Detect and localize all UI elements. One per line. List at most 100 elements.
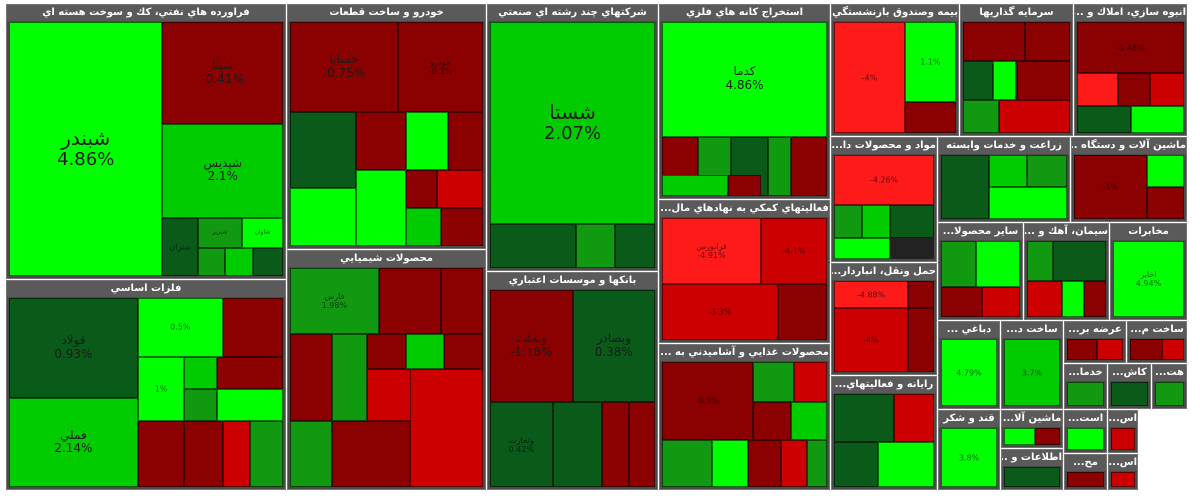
sector-title[interactable]: اس... [1109, 455, 1137, 471]
stock-tile[interactable] [780, 439, 808, 487]
sector-title[interactable]: مخابرات [1111, 224, 1186, 240]
stock-tile[interactable] [1117, 73, 1150, 107]
stock-tile[interactable] [747, 439, 781, 487]
sector-title[interactable]: فعاليتهاي كمكي به نهادهاي مال... [660, 201, 829, 217]
stock-tile[interactable] [448, 111, 483, 170]
stock-tile[interactable] [1025, 22, 1070, 61]
stock-tile[interactable]: 0.5% [137, 298, 223, 357]
sector-title[interactable]: بانكها و موسسات اعتباري [488, 273, 657, 289]
stock-tile[interactable] [332, 333, 368, 422]
stock-tile[interactable] [222, 420, 251, 487]
sector-title[interactable]: ساخت د... [1002, 322, 1062, 338]
sector-title[interactable]: محصولات شيميايي [288, 251, 485, 267]
stock-tile[interactable]: شپنا -0.41% [162, 22, 283, 124]
sector-title[interactable]: حمل ونقل، انباردار... [832, 264, 936, 280]
stock-tile[interactable] [198, 248, 226, 276]
sector-title[interactable]: رايانه و فعاليتهاي... [832, 377, 936, 393]
stock-tile[interactable] [662, 439, 712, 487]
stock-tile[interactable] [975, 241, 1020, 287]
stock-tile[interactable] [963, 99, 1000, 133]
stock-tile[interactable]: خودرو -0.3% [398, 22, 483, 112]
stock-tile[interactable]: فارس 1.98% [290, 268, 379, 334]
sector-title[interactable]: انبوه سازي، املاك و ... [1075, 5, 1186, 21]
stock-tile[interactable]: 4.79% [941, 339, 997, 406]
stock-tile[interactable] [794, 362, 827, 402]
sector-title[interactable]: سيمان، آهك و ... [1025, 224, 1108, 240]
stock-tile[interactable] [405, 333, 445, 369]
stock-tile[interactable]: -3.3% [662, 283, 778, 340]
stock-tile[interactable] [752, 362, 794, 402]
sector-title[interactable]: محصولات غذايي و آشاميدني به ... [660, 345, 829, 361]
stock-tile[interactable] [1016, 60, 1070, 100]
stock-tile[interactable] [662, 175, 728, 196]
stock-tile[interactable] [1027, 280, 1062, 317]
stock-tile[interactable] [1083, 280, 1106, 317]
stock-tile[interactable]: وبصادر 0.38% [572, 290, 655, 403]
stock-tile[interactable] [440, 207, 483, 246]
stock-tile[interactable]: -4% [834, 22, 905, 133]
stock-tile[interactable] [1061, 280, 1084, 317]
stock-tile[interactable]: فولاد 0.93% [9, 298, 138, 399]
stock-tile[interactable] [252, 248, 283, 276]
stock-tile[interactable] [1035, 428, 1060, 445]
stock-tile[interactable] [834, 394, 894, 443]
sector-title[interactable]: ساير محصولا... [939, 224, 1022, 240]
sector-title[interactable]: قند و شكر [939, 411, 999, 427]
stock-tile[interactable] [908, 281, 934, 309]
stock-tile[interactable] [405, 111, 449, 170]
stock-tile[interactable] [1077, 106, 1131, 133]
stock-tile[interactable] [184, 420, 223, 487]
stock-tile[interactable] [988, 187, 1067, 219]
stock-tile[interactable]: 1% [137, 356, 185, 421]
sector-title[interactable]: فراورده هاي نفتي، كك و سوخت هسته اي [7, 5, 285, 21]
stock-tile[interactable] [1111, 472, 1135, 487]
stock-tile[interactable] [290, 111, 356, 188]
stock-tile[interactable] [290, 421, 333, 487]
stock-tile[interactable] [628, 402, 655, 487]
stock-tile[interactable]: كدما 4.86% [662, 22, 827, 137]
stock-tile[interactable] [904, 101, 956, 133]
stock-tile[interactable] [777, 283, 827, 340]
stock-tile[interactable] [1130, 106, 1184, 133]
stock-tile[interactable] [225, 248, 253, 276]
stock-tile[interactable] [444, 333, 483, 369]
stock-tile[interactable] [1077, 73, 1118, 107]
stock-tile[interactable] [834, 238, 890, 259]
stock-tile[interactable] [834, 442, 878, 487]
sector-title[interactable]: است... [1065, 411, 1106, 427]
stock-tile[interactable] [890, 204, 934, 239]
stock-tile[interactable] [1004, 467, 1060, 487]
sector-title[interactable]: اس... [1109, 411, 1137, 427]
stock-tile[interactable] [355, 169, 406, 246]
stock-tile[interactable] [963, 60, 993, 100]
stock-tile[interactable] [1067, 472, 1104, 487]
stock-tile[interactable] [217, 388, 283, 421]
stock-tile[interactable] [1097, 339, 1123, 360]
stock-tile[interactable] [1111, 428, 1135, 450]
stock-tile[interactable] [378, 268, 441, 334]
stock-tile[interactable] [963, 22, 1026, 61]
stock-tile[interactable] [941, 241, 976, 287]
sector-title[interactable]: ماشين آلات و دستگاه ... [1072, 138, 1186, 154]
stock-tile[interactable] [988, 155, 1027, 187]
stock-tile[interactable]: 3.8% [941, 428, 997, 487]
stock-tile[interactable] [355, 111, 406, 170]
stock-tile[interactable] [1027, 241, 1054, 281]
stock-tile[interactable] [992, 60, 1017, 100]
sector-title[interactable]: عرضه بر... [1065, 322, 1125, 338]
stock-tile[interactable] [1149, 73, 1184, 107]
stock-tile[interactable]: -4.26% [834, 155, 934, 205]
stock-tile[interactable] [1146, 155, 1184, 187]
sector-title[interactable]: مواد و محصولات دا... [832, 138, 936, 154]
stock-tile[interactable] [834, 204, 862, 239]
stock-tile[interactable]: شاوان [241, 217, 283, 249]
stock-tile[interactable] [1130, 339, 1163, 360]
stock-tile[interactable] [222, 298, 283, 357]
sector-title[interactable]: خدما... [1065, 365, 1106, 381]
stock-tile[interactable]: شبندر 4.86% [9, 22, 163, 276]
stock-tile[interactable] [1067, 428, 1104, 450]
stock-tile[interactable] [1162, 339, 1184, 360]
stock-tile[interactable]: اخابر 4.94% [1113, 241, 1184, 317]
stock-tile[interactable] [790, 136, 827, 196]
sector-title[interactable]: كاش... [1109, 365, 1150, 381]
